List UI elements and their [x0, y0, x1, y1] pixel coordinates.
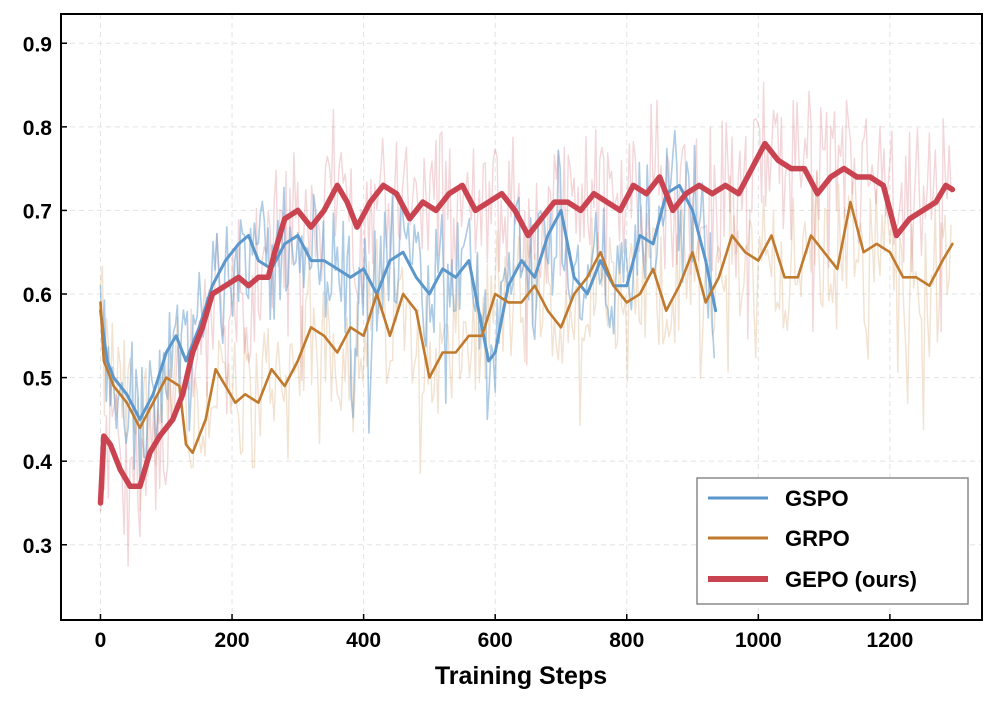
ticks: 0 200 400 600 800 1000 1200 0.3 0.4 0.5 0.6 0.7 0.8 0…: [23, 33, 913, 652]
grid: [61, 14, 982, 620]
x-tick-label: 0: [95, 629, 107, 652]
y-tick-label: 0.9: [23, 33, 52, 56]
gepo-raw-line: [99, 82, 952, 567]
x-tick-label: 400: [346, 629, 381, 652]
legend-label-gepo: GEPO (ours): [785, 567, 917, 592]
x-tick-label: 1200: [867, 629, 914, 652]
y-tick-label: 0.6: [23, 284, 52, 307]
gepo-smoothed-line: [97, 140, 956, 506]
y-tick-label: 0.7: [23, 200, 52, 223]
y-tick-label: 0.4: [23, 451, 53, 474]
x-tick-label: 200: [215, 629, 250, 652]
plot-frame: [60, 13, 983, 621]
grpo-smoothed-line: [99, 200, 954, 455]
y-tick-label: 0.8: [23, 117, 53, 140]
x-tick-label: 1000: [735, 629, 782, 652]
x-tick-label: 600: [478, 629, 513, 652]
x-tick-label: 800: [609, 629, 644, 652]
legend: GSPO GRPO GEPO (ours): [696, 477, 969, 605]
x-axis-title: Training Steps: [435, 662, 607, 690]
y-tick-label: 0.3: [23, 535, 52, 558]
y-tick-label: 0.5: [23, 368, 53, 391]
legend-label-grpo: GRPO: [785, 526, 850, 551]
legend-label-gspo: GSPO: [785, 486, 849, 511]
smoothed-series-layer: [97, 140, 956, 506]
